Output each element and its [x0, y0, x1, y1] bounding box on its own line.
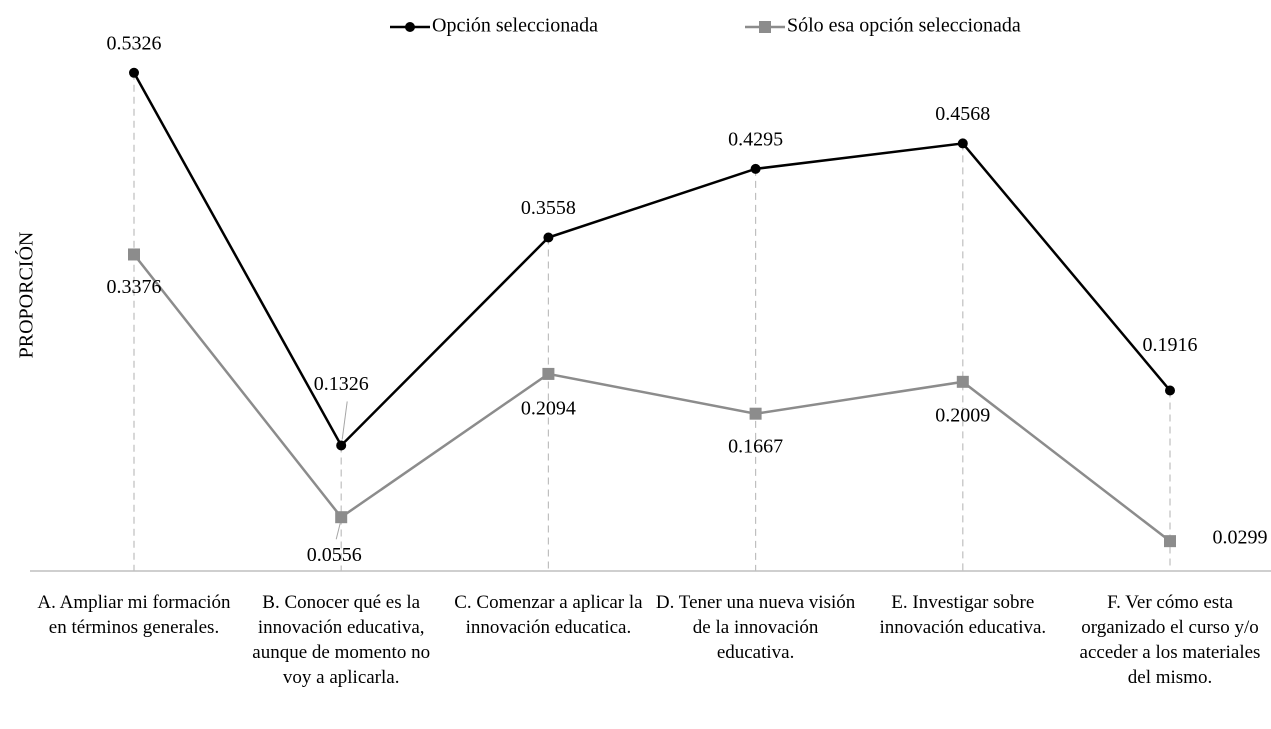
marker	[128, 248, 140, 261]
marker	[336, 440, 347, 451]
data-label: 0.4295	[728, 128, 783, 150]
x-tick-label: A. Ampliar mi formación en términos gene…	[37, 592, 231, 638]
data-label: 0.0299	[1213, 527, 1268, 549]
marker	[542, 367, 555, 380]
data-label: 0.0556	[307, 544, 362, 566]
marker	[956, 375, 969, 388]
y-axis-label: PROPORCIÓN	[14, 232, 38, 359]
data-label: 0.1667	[728, 435, 783, 457]
x-tick-label: C. Comenzar a aplicar la innovación educ…	[454, 592, 643, 638]
x-tick-label: D. Tener una nueva visión de la innovaci…	[655, 592, 856, 663]
data-label: 0.3376	[107, 276, 162, 298]
marker	[335, 511, 348, 524]
x-tick-label: F. Ver cómo esta organizado el curso y/o…	[1079, 592, 1261, 688]
data-label: 0.1326	[314, 373, 369, 395]
marker	[1165, 385, 1175, 396]
data-label: 0.5326	[107, 32, 162, 54]
marker	[957, 138, 968, 149]
legend-label: Opción seleccionada	[432, 15, 598, 37]
legend-label: Sólo esa opción seleccionada	[787, 15, 1021, 37]
leader-line	[341, 401, 348, 440]
marker	[1164, 535, 1176, 548]
data-label: 0.1916	[1143, 334, 1198, 356]
marker	[749, 407, 762, 420]
data-label: 0.2009	[935, 404, 990, 426]
legend-marker	[405, 22, 415, 32]
marker	[543, 232, 554, 243]
series-line	[132, 72, 1171, 448]
series-line	[133, 253, 1171, 543]
marker	[750, 163, 761, 174]
leader-line	[335, 523, 341, 540]
x-tick-label: B. Conocer qué es la innovación educativ…	[252, 592, 431, 688]
marker	[129, 67, 139, 78]
data-label: 0.3558	[521, 197, 576, 219]
data-label: 0.2094	[521, 398, 576, 420]
data-label: 0.4568	[935, 103, 990, 125]
legend-marker	[759, 21, 771, 33]
x-tick-label: E. Investigar sobre innovación educativa…	[879, 592, 1047, 638]
